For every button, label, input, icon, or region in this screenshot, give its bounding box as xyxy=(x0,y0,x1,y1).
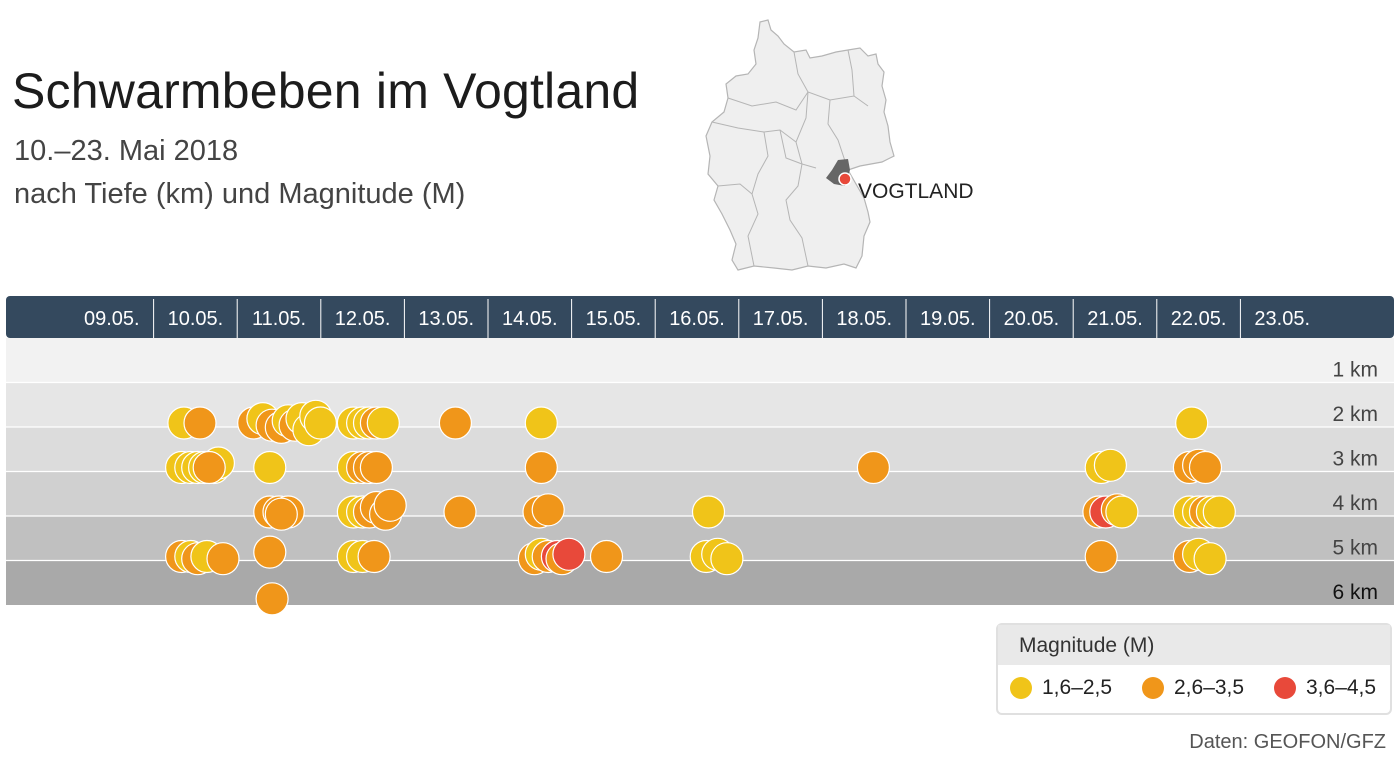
earthquake-point xyxy=(1084,539,1118,574)
germany-outline xyxy=(705,19,895,271)
depth-axis: 1 km 2 km 3 km 4 km 5 km 6 km xyxy=(1332,359,1378,605)
earthquake-point xyxy=(856,450,891,485)
vogtland-marker xyxy=(838,172,852,186)
date-tick-label: 18.05. xyxy=(836,308,892,330)
legend-dot-mid xyxy=(1142,677,1164,699)
chart-subtitle-description: nach Tiefe (km) und Magnitude (M) xyxy=(14,178,466,210)
earthquake-point xyxy=(1093,448,1128,482)
legend-items: 1,6–2,5 2,6–3,5 3,6–4,5 xyxy=(998,665,1390,713)
earthquake-point xyxy=(1175,406,1209,440)
legend-dot-low xyxy=(1010,677,1032,699)
date-header-bar xyxy=(6,296,1394,338)
earthquake-point xyxy=(366,406,400,440)
date-tick-label: 12.05. xyxy=(335,308,391,330)
earthquake-point xyxy=(1202,495,1236,529)
chart-subtitle-dates: 10.–23. Mai 2018 xyxy=(14,135,239,167)
earthquake-point xyxy=(253,450,287,485)
date-tick-label: 11.05. xyxy=(252,308,306,330)
depth-band-2 xyxy=(6,382,1394,427)
chart-title: Schwarmbeben im Vogtland xyxy=(12,63,640,119)
date-tick-label: 14.05. xyxy=(502,308,558,330)
earthquake-points xyxy=(165,399,1236,616)
data-source: Daten: GEOFON/GFZ xyxy=(1189,731,1386,753)
earthquake-point xyxy=(183,406,217,440)
earthquake-point xyxy=(531,493,565,527)
earthquake-point xyxy=(524,450,558,485)
depth-tick-label: 1 km xyxy=(1332,359,1378,382)
depth-tick-label: 4 km xyxy=(1332,492,1378,515)
earthquake-point xyxy=(1188,450,1223,485)
legend-title: Magnitude (M) xyxy=(998,625,1390,665)
depth-band-1 xyxy=(6,338,1394,383)
vogtland-label: VOGTLAND xyxy=(858,180,974,203)
earthquake-point xyxy=(438,406,472,440)
date-tick-label: 19.05. xyxy=(920,308,976,330)
date-tick-label: 23.05. xyxy=(1254,308,1310,330)
earthquake-point xyxy=(552,537,586,571)
legend-item-mid: 2,6–3,5 xyxy=(1142,675,1244,701)
legend-item-low: 1,6–2,5 xyxy=(1010,675,1112,701)
date-tick-label: 13.05. xyxy=(418,308,474,330)
earthquake-point xyxy=(255,582,289,616)
earthquake-point xyxy=(1105,495,1139,529)
date-tick-label: 16.05. xyxy=(669,308,725,330)
legend-label-mid: 2,6–3,5 xyxy=(1174,676,1245,699)
earthquake-point xyxy=(357,539,391,574)
earthquake-point xyxy=(524,406,558,440)
date-tick-label: 09.05. xyxy=(84,308,140,330)
earthquake-point xyxy=(710,542,744,576)
earthquake-point xyxy=(253,535,287,569)
earthquake-point xyxy=(264,497,298,531)
earthquake-point xyxy=(443,495,477,529)
depth-tick-label: 5 km xyxy=(1332,537,1378,560)
depth-band-3 xyxy=(6,427,1394,472)
earthquake-point xyxy=(303,406,337,440)
date-tick-label: 10.05. xyxy=(168,308,224,330)
date-tick-label: 15.05. xyxy=(586,308,642,330)
legend-dot-high xyxy=(1274,677,1296,699)
earthquake-point xyxy=(1193,542,1227,576)
date-axis: 09.05. 10.05. 11.05. 12.05. 13.05. 14.05. 15.0… xyxy=(84,299,1310,338)
earthquake-point xyxy=(359,450,393,485)
state-borders xyxy=(711,49,869,267)
earthquake-point xyxy=(691,495,726,529)
date-tick-label: 22.05. xyxy=(1171,308,1227,330)
date-tick-label: 21.05. xyxy=(1087,308,1143,330)
date-tick-label: 17.05. xyxy=(753,308,809,330)
legend-label-low: 1,6–2,5 xyxy=(1042,676,1113,699)
earthquake-point xyxy=(192,450,226,485)
earthquake-point xyxy=(373,488,407,522)
germany-locator-map: VOGTLAND xyxy=(705,19,974,271)
earthquake-point xyxy=(206,542,240,576)
depth-bands xyxy=(6,338,1394,605)
legend: Magnitude (M) 1,6–2,5 2,6–3,5 3,6–4,5 xyxy=(996,623,1392,715)
earthquake-point xyxy=(589,539,624,574)
depth-tick-label: 3 km xyxy=(1332,448,1378,471)
date-tick-label: 20.05. xyxy=(1004,308,1060,330)
depth-tick-label: 6 km xyxy=(1332,581,1378,604)
depth-tick-label: 2 km xyxy=(1332,403,1378,426)
legend-label-high: 3,6–4,5 xyxy=(1306,676,1377,699)
earthquake-chart: 09.05. 10.05. 11.05. 12.05. 13.05. 14.05. 15.0… xyxy=(6,296,1394,616)
legend-item-high: 3,6–4,5 xyxy=(1274,675,1376,701)
